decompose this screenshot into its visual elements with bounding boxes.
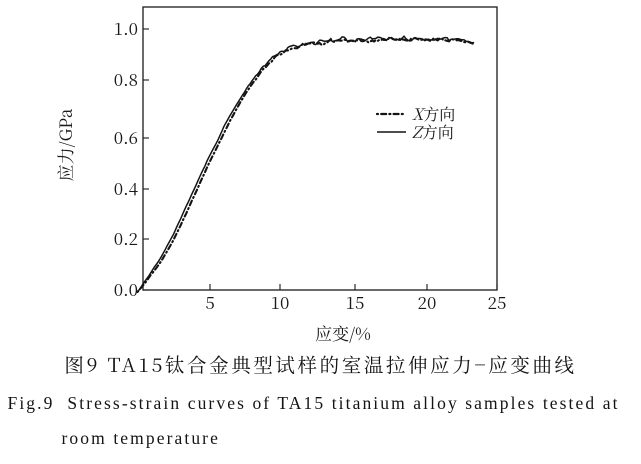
svg-text:1.0: 1.0: [114, 15, 138, 40]
svg-text:15: 15: [346, 289, 365, 314]
svg-text:0.8: 0.8: [114, 66, 138, 91]
svg-text:25: 25: [488, 289, 507, 314]
svg-text:应力/GPa: 应力/GPa: [52, 108, 77, 181]
svg-text:5: 5: [205, 289, 214, 314]
svg-text:10: 10: [271, 289, 290, 314]
svg-text:20: 20: [418, 289, 437, 314]
svg-text:0.2: 0.2: [114, 225, 138, 250]
svg-text:0.0: 0.0: [114, 276, 138, 301]
svg-text:Z方向: Z方向: [412, 120, 454, 143]
svg-text:0.4: 0.4: [114, 175, 139, 200]
svg-text:0.6: 0.6: [114, 124, 138, 149]
svg-text:应变/%: 应变/%: [315, 320, 371, 345]
